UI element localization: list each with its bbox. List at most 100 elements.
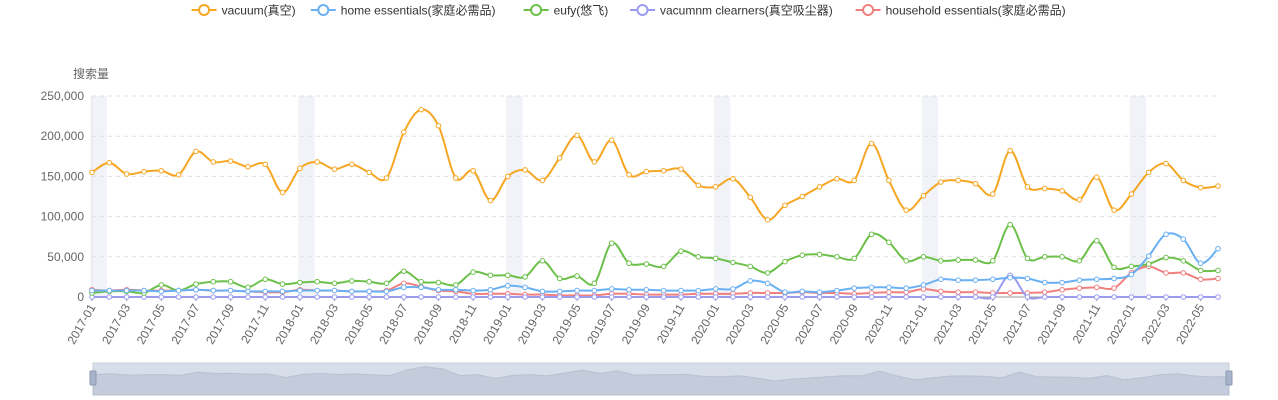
data-point[interactable] bbox=[955, 257, 961, 263]
data-point[interactable] bbox=[556, 275, 563, 282]
data-point[interactable] bbox=[366, 294, 372, 300]
data-point[interactable] bbox=[712, 184, 719, 190]
data-point[interactable] bbox=[418, 284, 424, 291]
data-point[interactable] bbox=[539, 294, 546, 300]
data-point[interactable] bbox=[435, 294, 442, 300]
data-point[interactable] bbox=[643, 168, 650, 175]
data-point[interactable] bbox=[1041, 185, 1048, 192]
data-point[interactable] bbox=[383, 280, 390, 287]
data-point[interactable] bbox=[1041, 294, 1048, 300]
data-point[interactable] bbox=[1059, 279, 1065, 286]
data-point[interactable] bbox=[886, 289, 892, 295]
data-point[interactable] bbox=[1145, 253, 1152, 259]
data-point[interactable] bbox=[1197, 294, 1204, 300]
data-point[interactable] bbox=[764, 270, 771, 276]
data-point[interactable] bbox=[452, 175, 459, 181]
data-point[interactable] bbox=[920, 253, 927, 260]
data-point[interactable] bbox=[608, 240, 615, 246]
data-point[interactable] bbox=[1163, 254, 1169, 261]
data-point[interactable] bbox=[175, 287, 182, 294]
data-point[interactable] bbox=[141, 168, 147, 175]
data-point[interactable] bbox=[730, 176, 736, 182]
data-point[interactable] bbox=[401, 294, 407, 300]
data-point[interactable] bbox=[1145, 169, 1152, 176]
data-point[interactable] bbox=[591, 280, 598, 287]
data-point[interactable] bbox=[1076, 285, 1083, 291]
data-point[interactable] bbox=[574, 294, 580, 300]
data-point[interactable] bbox=[106, 287, 113, 294]
data-point[interactable] bbox=[730, 294, 736, 300]
data-point[interactable] bbox=[297, 294, 303, 300]
data-point[interactable] bbox=[920, 192, 927, 199]
data-point[interactable] bbox=[158, 167, 165, 174]
data-point[interactable] bbox=[1024, 255, 1031, 262]
data-point[interactable] bbox=[591, 294, 598, 300]
data-point[interactable] bbox=[349, 278, 355, 284]
data-point[interactable] bbox=[470, 287, 476, 294]
data-point[interactable] bbox=[678, 287, 684, 294]
data-point[interactable] bbox=[1163, 270, 1169, 276]
data-point[interactable] bbox=[1128, 191, 1135, 197]
legend-item[interactable]: eufy(悠飞) bbox=[523, 3, 609, 18]
data-point[interactable] bbox=[210, 278, 217, 285]
data-point[interactable] bbox=[1111, 264, 1117, 271]
data-point[interactable] bbox=[1007, 274, 1013, 281]
data-point[interactable] bbox=[1059, 294, 1065, 300]
data-point[interactable] bbox=[556, 155, 563, 161]
data-point[interactable] bbox=[418, 106, 424, 113]
data-point[interactable] bbox=[175, 294, 182, 300]
data-point[interactable] bbox=[1076, 258, 1083, 264]
data-point[interactable] bbox=[470, 294, 476, 300]
data-point[interactable] bbox=[1145, 294, 1152, 300]
data-point[interactable] bbox=[782, 294, 788, 300]
data-point[interactable] bbox=[938, 258, 944, 264]
data-point[interactable] bbox=[764, 280, 771, 287]
data-point[interactable] bbox=[834, 287, 840, 294]
data-point[interactable] bbox=[1180, 177, 1187, 184]
data-point[interactable] bbox=[695, 294, 702, 300]
data-point[interactable] bbox=[1163, 231, 1169, 238]
data-point[interactable] bbox=[972, 277, 979, 283]
data-point[interactable] bbox=[782, 289, 788, 295]
data-point[interactable] bbox=[418, 278, 424, 285]
data-point[interactable] bbox=[764, 217, 771, 223]
data-point[interactable] bbox=[1163, 294, 1169, 300]
data-point[interactable] bbox=[227, 294, 234, 300]
data-point[interactable] bbox=[608, 286, 615, 292]
data-point[interactable] bbox=[279, 288, 286, 295]
data-point[interactable] bbox=[331, 166, 338, 172]
data-point[interactable] bbox=[106, 159, 113, 166]
data-point[interactable] bbox=[158, 282, 165, 288]
data-point[interactable] bbox=[487, 286, 494, 293]
data-point[interactable] bbox=[643, 286, 650, 293]
data-point[interactable] bbox=[626, 260, 632, 267]
data-point[interactable] bbox=[331, 287, 338, 294]
data-point[interactable] bbox=[245, 288, 251, 295]
data-point[interactable] bbox=[747, 294, 754, 300]
data-point[interactable] bbox=[920, 282, 927, 288]
data-point[interactable] bbox=[990, 294, 996, 300]
data-point[interactable] bbox=[1128, 294, 1135, 300]
data-point[interactable] bbox=[227, 278, 234, 285]
data-point[interactable] bbox=[972, 180, 979, 187]
data-point[interactable] bbox=[1111, 275, 1117, 282]
data-point[interactable] bbox=[955, 294, 961, 300]
data-point[interactable] bbox=[539, 177, 546, 184]
data-point[interactable] bbox=[1093, 284, 1100, 291]
legend[interactable]: vacuum(真空) home essentials(家庭必需品) eufy(悠飞)… bbox=[191, 3, 1066, 18]
data-point[interactable] bbox=[1180, 258, 1187, 264]
data-point[interactable] bbox=[782, 258, 788, 265]
data-point[interactable] bbox=[851, 294, 858, 300]
data-point[interactable] bbox=[1215, 183, 1221, 189]
data-point[interactable] bbox=[782, 202, 788, 209]
data-point[interactable] bbox=[1024, 184, 1031, 190]
data-point[interactable] bbox=[1128, 263, 1135, 270]
data-point[interactable] bbox=[816, 294, 823, 300]
data-point[interactable] bbox=[349, 161, 355, 168]
data-point[interactable] bbox=[1093, 294, 1100, 300]
data-point[interactable] bbox=[1007, 290, 1013, 296]
data-point[interactable] bbox=[868, 294, 875, 300]
data-point[interactable] bbox=[1076, 277, 1083, 283]
data-point[interactable] bbox=[349, 288, 355, 295]
data-point[interactable] bbox=[1059, 188, 1065, 194]
